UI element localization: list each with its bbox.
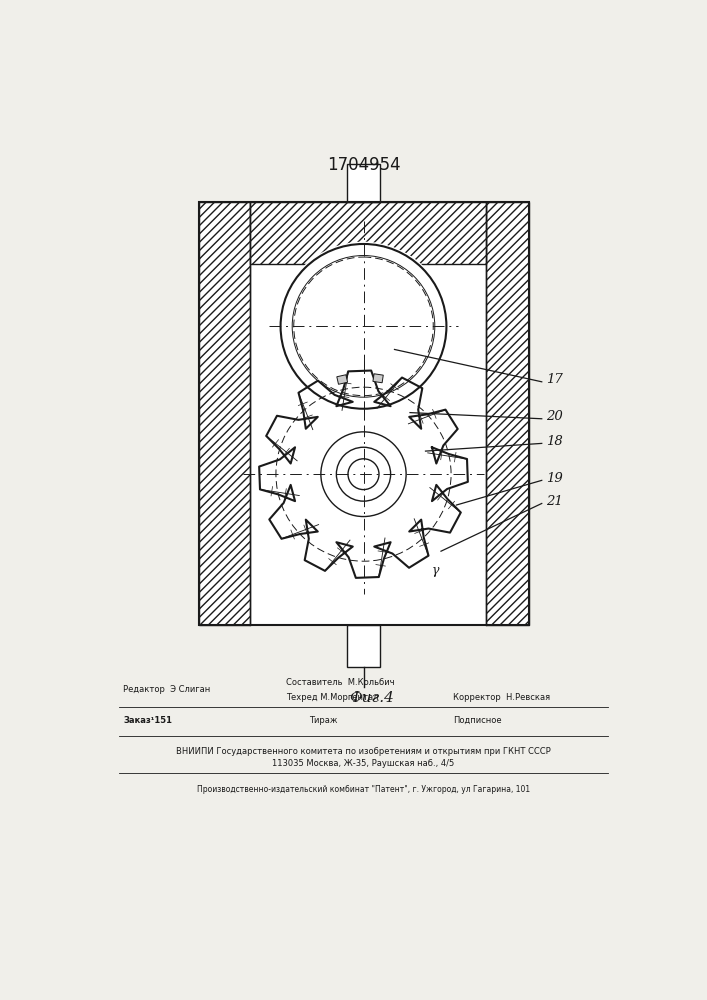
Circle shape bbox=[337, 447, 391, 501]
Circle shape bbox=[348, 459, 379, 490]
Bar bbox=[250, 202, 486, 264]
Text: 19: 19 bbox=[546, 472, 562, 485]
Text: ВНИИПИ Государственного комитета по изобретениям и открытиям при ГКНТ СССР: ВНИИПИ Государственного комитета по изоб… bbox=[176, 747, 551, 756]
Bar bbox=[199, 202, 529, 625]
Text: 20: 20 bbox=[546, 410, 562, 423]
Circle shape bbox=[255, 366, 472, 582]
Text: 1704954: 1704954 bbox=[327, 156, 400, 174]
Text: Фиг.4: Фиг.4 bbox=[349, 691, 394, 705]
Text: Тираж: Тираж bbox=[309, 716, 338, 725]
Bar bbox=[199, 202, 250, 625]
Circle shape bbox=[321, 432, 406, 517]
Text: Производственно-издательский комбинат "Патент", г. Ужгород, ул Гагарина, 101: Производственно-издательский комбинат "П… bbox=[197, 785, 530, 794]
Bar bbox=[486, 202, 529, 625]
Circle shape bbox=[279, 242, 449, 411]
Polygon shape bbox=[373, 374, 383, 383]
Text: γ: γ bbox=[432, 564, 439, 577]
Bar bbox=[347, 625, 380, 667]
Text: Корректор  Н.Ревская: Корректор Н.Ревская bbox=[452, 693, 550, 702]
Bar bbox=[199, 202, 529, 625]
Text: 21: 21 bbox=[546, 495, 562, 508]
Text: 113035 Москва, Ж-35, Раушская наб., 4/5: 113035 Москва, Ж-35, Раушская наб., 4/5 bbox=[272, 759, 455, 768]
Text: Техред М.Моргентал: Техред М.Моргентал bbox=[286, 693, 378, 702]
Polygon shape bbox=[337, 375, 348, 384]
Text: Заказ¹151: Заказ¹151 bbox=[123, 716, 173, 725]
Bar bbox=[347, 164, 380, 202]
Text: Редактор  Э Слиган: Редактор Э Слиган bbox=[123, 685, 211, 694]
Text: 18: 18 bbox=[546, 435, 562, 448]
Text: Подписное: Подписное bbox=[452, 716, 501, 725]
Text: 17: 17 bbox=[546, 373, 562, 386]
Circle shape bbox=[281, 244, 446, 409]
Text: Составитель  М.Кольбич: Составитель М.Кольбич bbox=[286, 678, 395, 687]
